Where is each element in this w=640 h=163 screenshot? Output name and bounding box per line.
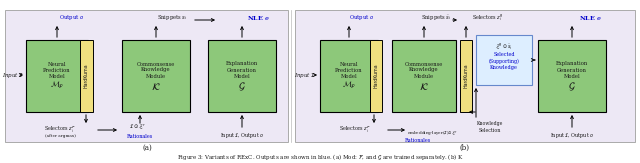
Bar	[392, 40, 456, 112]
Text: Input $\mathcal{I}$: Input $\mathcal{I}$	[2, 71, 24, 80]
Text: $\mathcal{M}_{\mathcal{F}}$: $\mathcal{M}_{\mathcal{F}}$	[50, 79, 65, 91]
Text: Selection: Selection	[479, 127, 501, 133]
Text: Snippets $s_i$: Snippets $s_i$	[157, 14, 188, 22]
Text: HardKuma: HardKuma	[463, 64, 468, 88]
Text: $\mathcal{G}$: $\mathcal{G}$	[568, 81, 576, 93]
Text: Prediction: Prediction	[335, 67, 363, 73]
Text: (Supporting): (Supporting)	[488, 58, 520, 64]
Text: $\mathcal{G}$: $\mathcal{G}$	[238, 81, 246, 93]
Text: Module: Module	[414, 74, 434, 79]
Text: $\mathcal{I} \odot \mathcal{Z}^r$: $\mathcal{I} \odot \mathcal{Z}^r$	[129, 122, 147, 132]
Text: NLE $e$: NLE $e$	[246, 14, 269, 22]
Text: Knowledge: Knowledge	[141, 67, 171, 73]
Text: Input $\mathcal{I}$, Output $o$: Input $\mathcal{I}$, Output $o$	[220, 131, 264, 140]
Text: Figure 3: Variants of RExC. Outputs are shown in blue. (a) Mod: $\mathcal{F}$, a: Figure 3: Variants of RExC. Outputs are …	[177, 152, 463, 162]
Bar	[460, 40, 472, 112]
Text: Model: Model	[340, 74, 357, 79]
Text: NLE $e$: NLE $e$	[579, 14, 602, 22]
Text: (after argmax): (after argmax)	[45, 134, 76, 138]
Text: Prediction: Prediction	[43, 67, 71, 73]
Text: Model: Model	[234, 74, 250, 79]
Text: Explanation: Explanation	[226, 61, 258, 67]
Text: HardKuma: HardKuma	[374, 64, 378, 88]
Text: $\mathcal{M}_{\mathcal{F}}$: $\mathcal{M}_{\mathcal{F}}$	[342, 79, 356, 91]
Bar	[26, 40, 88, 112]
Bar	[80, 40, 93, 112]
Text: $\mathcal{Z}^R \odot \tilde{s}_i$: $\mathcal{Z}^R \odot \tilde{s}_i$	[495, 42, 513, 52]
Text: Commonsense: Commonsense	[405, 61, 443, 67]
Bar	[122, 40, 190, 112]
Bar	[208, 40, 276, 112]
Text: Snippets $\tilde{s}_i$: Snippets $\tilde{s}_i$	[420, 14, 451, 22]
Bar	[538, 40, 606, 112]
Text: Knowledge: Knowledge	[409, 67, 439, 73]
Text: Rationales: Rationales	[127, 133, 153, 139]
Bar	[476, 35, 532, 85]
Text: Knowledge: Knowledge	[477, 121, 503, 126]
Text: Output $o$: Output $o$	[60, 14, 84, 22]
Text: Selectors $z_i^{\mathcal{F}}$: Selectors $z_i^{\mathcal{F}}$	[339, 125, 371, 135]
Bar	[5, 10, 288, 142]
Text: Commonsense: Commonsense	[137, 61, 175, 67]
Text: $\mathcal{K}$: $\mathcal{K}$	[151, 82, 161, 92]
Bar	[295, 10, 635, 142]
Text: Rationales: Rationales	[405, 138, 431, 142]
Text: Input $\mathcal{I}$, Output $o$: Input $\mathcal{I}$, Output $o$	[550, 131, 594, 140]
Text: Explanation: Explanation	[556, 61, 588, 67]
Text: (b): (b)	[460, 144, 470, 152]
Text: Generation: Generation	[227, 67, 257, 73]
Text: Input $\mathcal{I}$: Input $\mathcal{I}$	[294, 71, 316, 80]
Text: Knowledge: Knowledge	[490, 65, 518, 69]
Text: Module: Module	[146, 74, 166, 79]
Bar	[320, 40, 378, 112]
Text: (a): (a)	[142, 144, 152, 152]
Text: Selectors $z_i^R$: Selectors $z_i^R$	[472, 13, 504, 23]
Text: Model: Model	[49, 74, 65, 79]
Text: HardKuma: HardKuma	[84, 64, 89, 88]
Text: Output $o$: Output $o$	[349, 14, 374, 22]
Text: embedding-layer($\mathcal{I}$)$\odot\mathcal{Z}^r$: embedding-layer($\mathcal{I}$)$\odot\mat…	[406, 130, 458, 138]
Text: Neural: Neural	[340, 61, 358, 67]
Text: Selectors $z_i^{\mathcal{F}}$: Selectors $z_i^{\mathcal{F}}$	[44, 125, 76, 135]
Text: Generation: Generation	[557, 67, 587, 73]
Text: Model: Model	[564, 74, 580, 79]
Text: Selected: Selected	[493, 52, 515, 58]
Bar	[370, 40, 382, 112]
Text: Neural: Neural	[48, 61, 67, 67]
Text: $\mathcal{K}$: $\mathcal{K}$	[419, 82, 429, 92]
